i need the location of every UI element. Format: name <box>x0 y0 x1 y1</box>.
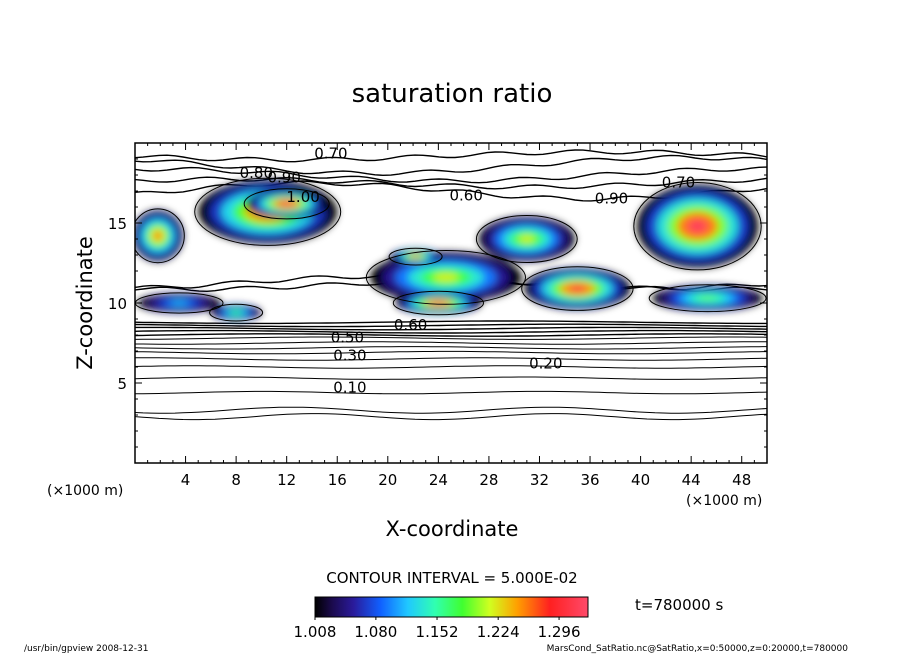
chart-title: saturation ratio <box>352 79 553 109</box>
supersaturation-cell <box>231 311 241 314</box>
supersaturation-cell <box>518 235 535 243</box>
x-tick-label: 48 <box>732 471 751 489</box>
y-tick-label: 5 <box>117 375 127 393</box>
contour-label: 1.00 <box>286 188 319 206</box>
x-tick-label: 28 <box>479 471 498 489</box>
region-outline <box>243 188 330 220</box>
contour-line <box>135 413 767 421</box>
contour-line <box>135 320 767 325</box>
y-axis-label: Z-coordinate <box>73 236 97 370</box>
footer-left: /usr/bin/gpview 2008-12-31 <box>24 644 148 654</box>
y-tick-label: 10 <box>108 295 127 313</box>
supersaturation-regions <box>135 179 764 321</box>
contour-label: 0.70 <box>314 145 347 163</box>
x-tick-label: 32 <box>530 471 549 489</box>
region-outline <box>135 208 185 264</box>
y-unit-label: (×1000 m) <box>47 483 123 499</box>
region-outline <box>365 250 526 305</box>
region-outline <box>194 177 342 246</box>
region-outline <box>475 215 578 263</box>
colorbar-tick-label: 1.224 <box>477 623 520 641</box>
colorbar-ticks: 1.008 1.080 1.152 1.224 1.296 <box>294 617 581 641</box>
colorbar-tick-label: 1.008 <box>294 623 337 641</box>
contour-label: 0.50 <box>331 329 364 347</box>
x-tick-label: 20 <box>378 471 397 489</box>
region-outline <box>648 284 767 313</box>
colorbar-tick-label: 1.296 <box>538 623 581 641</box>
x-tick-label: 16 <box>328 471 347 489</box>
x-axis: 4 8 12 16 20 24 28 32 36 40 44 48 <box>147 143 755 489</box>
contour-line <box>135 326 767 331</box>
colorbar-tick-label: 1.080 <box>354 623 397 641</box>
contour-label: 0.30 <box>333 346 366 364</box>
contour-label: 0.80 <box>240 164 273 182</box>
x-unit-label: (×1000 m) <box>686 493 762 509</box>
contour-line <box>135 333 767 337</box>
y-axis: 5 10 15 <box>108 158 767 448</box>
contour-line <box>135 336 767 340</box>
contour-interval-text: CONTOUR INTERVAL = 5.000E-02 <box>326 569 577 587</box>
contour-line <box>135 154 767 177</box>
contour-line <box>135 406 767 414</box>
x-tick-label: 12 <box>277 471 296 489</box>
contour-line <box>135 346 767 350</box>
contour-line <box>135 149 767 163</box>
supersaturation-cell <box>433 273 459 282</box>
contour-line <box>135 376 767 380</box>
x-tick-label: 40 <box>631 471 650 489</box>
contour-label: 0.90 <box>267 169 300 187</box>
supersaturation-cell <box>698 296 717 301</box>
x-tick-label: 8 <box>231 471 241 489</box>
x-axis-label: X-coordinate <box>386 517 519 541</box>
contour-line <box>135 365 767 369</box>
supersaturation-cell <box>153 231 162 241</box>
region-outline <box>633 182 762 271</box>
contour-label: 0.90 <box>595 190 628 208</box>
colorbar-tick-label: 1.152 <box>416 623 459 641</box>
y-tick-label: 15 <box>108 215 127 233</box>
region-outline <box>388 247 443 266</box>
contour-line <box>135 166 767 184</box>
contour-line <box>135 329 767 334</box>
supersaturation-cell <box>568 285 587 293</box>
x-tick-label: 24 <box>429 471 448 489</box>
footer-right: MarsCond_SatRatio.nc@SatRatio,x=0:50000,… <box>547 644 849 654</box>
x-tick-label: 36 <box>580 471 599 489</box>
contour-line <box>135 390 767 395</box>
time-label: t=780000 s <box>635 596 723 614</box>
contour-label: 0.20 <box>529 354 562 372</box>
contour-line <box>135 341 767 345</box>
contour-line <box>135 323 767 328</box>
region-outlines <box>135 177 767 322</box>
supersaturation-cell <box>411 255 420 258</box>
contour-label: 0.60 <box>449 186 482 204</box>
region-outline <box>209 303 264 322</box>
contour-line <box>135 350 767 355</box>
contour-labels: 0.700.800.901.00 0.600.700.900.600.500.30… <box>240 145 696 397</box>
contour-label: 0.60 <box>394 316 427 334</box>
x-tick-label: 4 <box>181 471 191 489</box>
supersaturation-cell <box>687 219 708 234</box>
background-contours <box>135 149 767 421</box>
supersaturation-cell <box>172 301 187 305</box>
region-outline <box>521 266 634 311</box>
region-outline <box>392 290 484 316</box>
contour-label: 0.10 <box>333 378 366 396</box>
x-tick-label: 44 <box>682 471 701 489</box>
contour-label: 0.70 <box>662 174 695 192</box>
contour-line <box>135 357 767 361</box>
colorbar <box>314 596 589 618</box>
plot-field: 0.700.800.901.00 0.600.700.900.600.500.30… <box>135 145 767 421</box>
supersaturation-cell <box>280 201 294 207</box>
